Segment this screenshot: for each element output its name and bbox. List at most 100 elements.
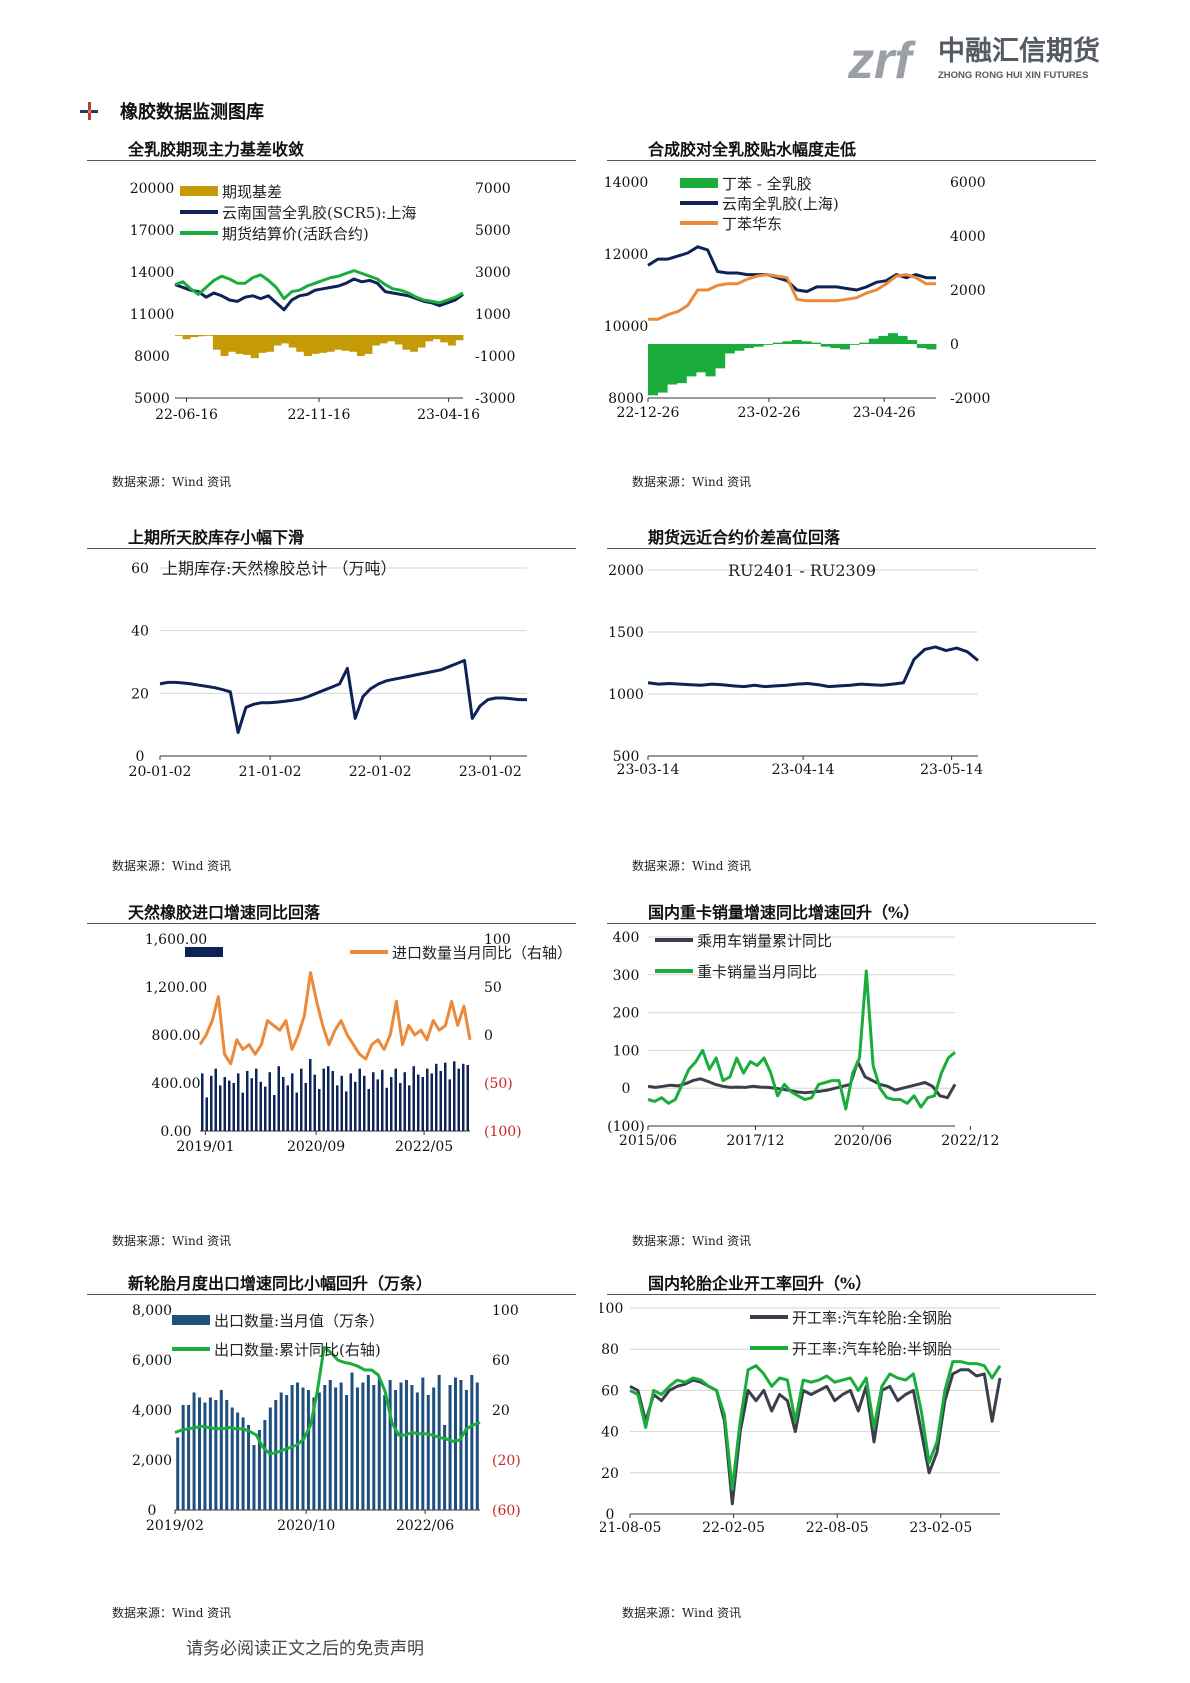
bar-0 bbox=[301, 1387, 305, 1510]
bar-0 bbox=[219, 1390, 223, 1510]
bar-0 bbox=[198, 1397, 202, 1510]
chart-inventory: 60 40 20 020-01-02 21-01-02 22-01-02 23-01-02 上… bbox=[129, 559, 527, 780]
legend-label: 开工率:汽车轮胎:全钢胎 bbox=[792, 1309, 952, 1327]
y2-tick-label: 0 bbox=[950, 337, 959, 353]
chart-panel-calendar-spread: 期货远近合约价差高位回落 2000 1500 1000 500 23-03-14 23-0… bbox=[600, 524, 1096, 884]
x-tick-label: 2022/05 bbox=[395, 1139, 453, 1155]
bar-0 bbox=[228, 335, 237, 352]
bar-0 bbox=[349, 335, 358, 352]
bar-0 bbox=[355, 1387, 359, 1510]
bar-0 bbox=[381, 1069, 384, 1131]
y2-tick-label: 5000 bbox=[475, 223, 511, 239]
y2-tick-label: -3000 bbox=[475, 391, 515, 407]
bar-0 bbox=[243, 335, 252, 355]
legend-label: 进口数量当月同比（右轴） bbox=[392, 944, 570, 962]
bar-0 bbox=[888, 333, 898, 344]
legend-label: 期现基差 bbox=[222, 183, 282, 201]
bar-0 bbox=[372, 1385, 376, 1510]
bar-0 bbox=[367, 1089, 370, 1131]
title-divider bbox=[607, 1294, 1096, 1295]
bar-0 bbox=[311, 335, 320, 354]
bar-0 bbox=[724, 344, 735, 354]
bar-0 bbox=[273, 335, 282, 346]
bar-0 bbox=[268, 1072, 271, 1131]
y-tick-label: 20 bbox=[601, 1466, 619, 1482]
bar-0 bbox=[219, 1085, 222, 1131]
y2-tick-label: (60) bbox=[492, 1503, 521, 1519]
bar-0 bbox=[274, 1400, 278, 1510]
y-tick-label: 1500 bbox=[608, 625, 644, 641]
bar-0 bbox=[318, 1089, 321, 1131]
bar-0 bbox=[448, 1385, 452, 1510]
y-tick-label: 40 bbox=[131, 624, 149, 640]
bar-0 bbox=[734, 344, 745, 351]
y-tick-label: 8000 bbox=[608, 391, 644, 407]
y-tick-label: 8,000 bbox=[132, 1303, 172, 1319]
bar-0 bbox=[296, 335, 305, 352]
bar-0 bbox=[753, 344, 764, 347]
bar-0 bbox=[408, 1085, 411, 1131]
y-tick-label: 400.00 bbox=[152, 1076, 201, 1092]
bar-0 bbox=[259, 1081, 262, 1131]
bar-0 bbox=[225, 1400, 229, 1510]
bar-0 bbox=[399, 1083, 402, 1131]
bar-0 bbox=[820, 344, 831, 347]
source-note: 数据来源：Wind 资讯 bbox=[632, 1234, 752, 1248]
title-divider bbox=[607, 923, 1096, 924]
bar-0 bbox=[387, 335, 396, 342]
bar-0 bbox=[811, 342, 822, 344]
bar-0 bbox=[250, 335, 259, 359]
bar-0 bbox=[228, 1080, 231, 1131]
chart-tire-exports: 8,000 6,000 4,000 2,000 0 100 60 20 (20) (60) 2019… bbox=[132, 1303, 521, 1534]
x-tick-label: 2020/09 bbox=[287, 1139, 345, 1155]
y-tick-label: 10000 bbox=[604, 319, 649, 335]
bar-0 bbox=[341, 335, 350, 351]
bar-0 bbox=[288, 335, 297, 348]
y-tick-label: (100) bbox=[607, 1119, 645, 1135]
bar-0 bbox=[402, 335, 411, 350]
y-tick-label: 100 bbox=[613, 1043, 640, 1059]
bar-0 bbox=[354, 1081, 357, 1131]
section-header: 橡胶数据监测图库 bbox=[80, 98, 264, 124]
series-line-1 bbox=[198, 971, 472, 1066]
series-line-0 bbox=[647, 1060, 957, 1100]
bar-0 bbox=[403, 1072, 406, 1131]
bar-0 bbox=[192, 1392, 196, 1510]
chart-title: 天然橡胶进口增速同比回落 bbox=[128, 903, 321, 922]
bar-0 bbox=[648, 344, 658, 396]
bar-0 bbox=[220, 335, 229, 356]
bar-0 bbox=[444, 1062, 447, 1131]
bar-0 bbox=[667, 344, 678, 385]
bar-0 bbox=[388, 1380, 392, 1510]
bar-0 bbox=[459, 1380, 463, 1510]
source-note: 数据来源：Wind 资讯 bbox=[622, 1606, 742, 1620]
bar-0 bbox=[363, 1075, 366, 1131]
bar-0 bbox=[830, 344, 841, 349]
y2-tick-label: (20) bbox=[492, 1453, 521, 1469]
y2-tick-label: 100 bbox=[484, 932, 511, 948]
bar-0 bbox=[377, 1377, 381, 1510]
bar-0 bbox=[258, 335, 267, 353]
chart-title: 新轮胎月度出口增速同比小幅回升（万条） bbox=[128, 1274, 433, 1293]
series-line-1 bbox=[647, 245, 936, 293]
bar-0 bbox=[868, 338, 879, 344]
y2-tick-label: 4000 bbox=[950, 229, 986, 245]
legend-swatch bbox=[680, 178, 718, 188]
y2-tick-label: 6000 bbox=[950, 175, 986, 191]
y2-tick-label: (50) bbox=[484, 1076, 513, 1092]
bar-0 bbox=[349, 1073, 352, 1131]
x-tick-label: 2022/06 bbox=[396, 1518, 454, 1534]
x-tick-label: 2020/06 bbox=[834, 1133, 892, 1149]
bar-0 bbox=[303, 335, 312, 356]
bar-0 bbox=[443, 1425, 447, 1510]
y2-tick-label: 2000 bbox=[950, 283, 986, 299]
x-tick-label: 2019/01 bbox=[176, 1139, 234, 1155]
y-tick-label: 0 bbox=[622, 1081, 631, 1097]
source-note: 数据来源：Wind 资讯 bbox=[632, 859, 752, 873]
bar-0 bbox=[306, 1390, 310, 1510]
series-line-0 bbox=[647, 645, 979, 689]
series-line-1 bbox=[174, 277, 464, 312]
bar-0 bbox=[696, 344, 706, 373]
bar-0 bbox=[268, 1407, 272, 1510]
bar-0 bbox=[334, 335, 343, 350]
